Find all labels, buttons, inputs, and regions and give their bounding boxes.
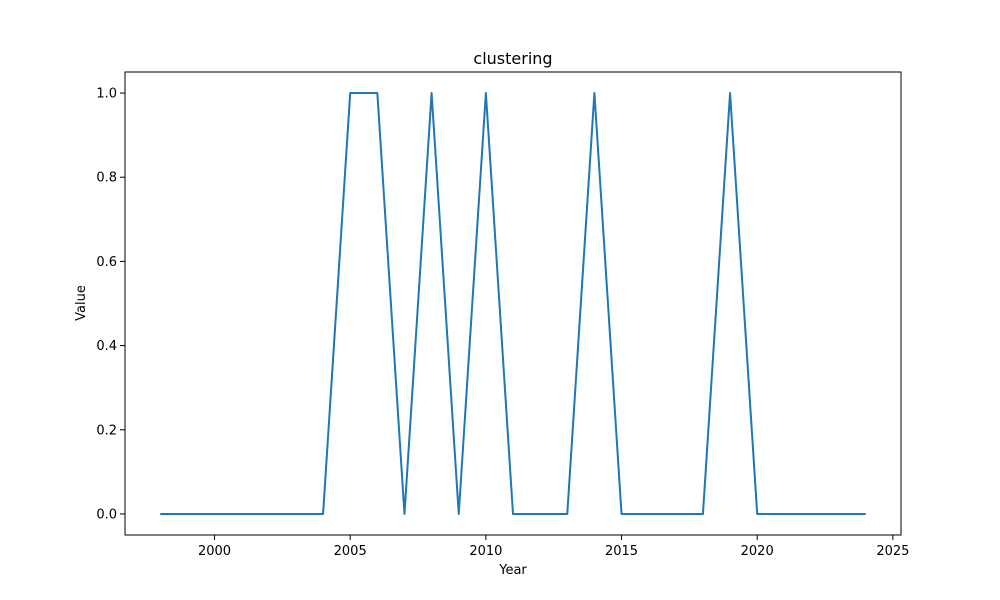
y-tick-label: 0.2 xyxy=(96,423,117,438)
chart-title: clustering xyxy=(473,49,552,68)
y-tick-label: 1.0 xyxy=(96,87,117,102)
x-tick-label: 2005 xyxy=(334,544,367,559)
y-tick-label: 0.8 xyxy=(96,171,117,186)
x-tick-label: 2000 xyxy=(198,544,231,559)
y-tick-label: 0.0 xyxy=(96,507,117,522)
y-axis-label: Value xyxy=(74,285,89,321)
x-tick-label: 2025 xyxy=(876,544,909,559)
y-tick-label: 0.4 xyxy=(96,339,117,354)
x-axis-label: Year xyxy=(498,563,527,578)
series-line-0 xyxy=(160,92,866,515)
x-tick-label: 2010 xyxy=(469,544,502,559)
plot-area: 2000 2005 2010 2015 2020 2025 0.0 0.2 0.4 0.6 0.8 1… xyxy=(96,71,909,559)
x-tick-label: 2015 xyxy=(605,544,638,559)
axes-frame xyxy=(124,71,902,536)
x-tick-label: 2020 xyxy=(741,544,774,559)
y-tick-label: 0.6 xyxy=(96,255,117,270)
